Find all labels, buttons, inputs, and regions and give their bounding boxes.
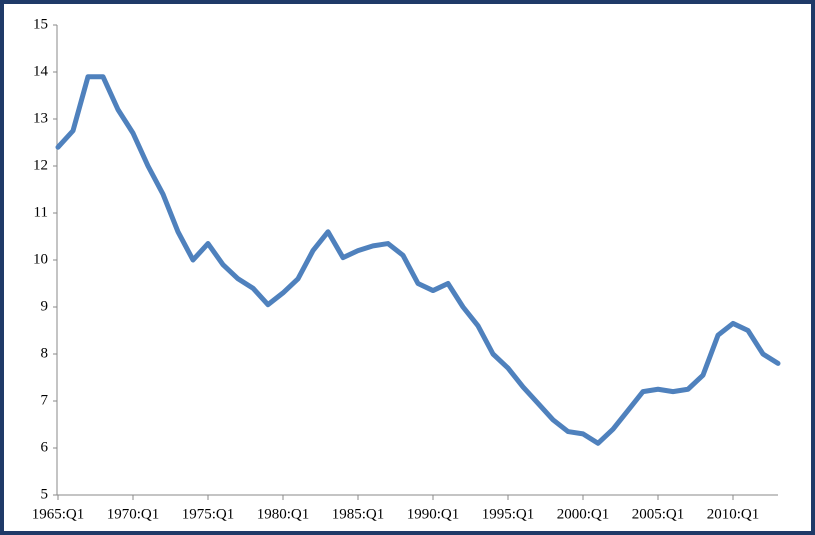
y-tick-label: 7 [41, 392, 49, 408]
y-tick-label: 6 [41, 439, 49, 455]
y-tick-label: 14 [33, 63, 49, 79]
data-line [55, 74, 781, 446]
x-tick-label: 1975:Q1 [182, 506, 235, 522]
y-tick-label: 9 [41, 298, 49, 314]
x-tick-label: 2005:Q1 [632, 506, 685, 522]
y-tick-label: 10 [33, 251, 48, 267]
x-tick-label: 1990:Q1 [407, 506, 460, 522]
x-tick-label: 1985:Q1 [332, 506, 385, 522]
x-tick-label: 2010:Q1 [707, 506, 760, 522]
y-tick-label: 15 [33, 16, 48, 32]
y-tick-label: 12 [33, 157, 48, 173]
y-tick-label: 5 [41, 486, 49, 502]
x-tick-label: 1980:Q1 [257, 506, 310, 522]
y-tick-label: 11 [34, 204, 48, 220]
x-tick-label: 1965:Q1 [32, 506, 85, 522]
y-tick-label: 8 [41, 345, 49, 361]
y-tick-label: 13 [33, 110, 48, 126]
x-tick-label: 1995:Q1 [482, 506, 535, 522]
x-tick-label: 1970:Q1 [107, 506, 160, 522]
x-tick-label: 2000:Q1 [557, 506, 610, 522]
